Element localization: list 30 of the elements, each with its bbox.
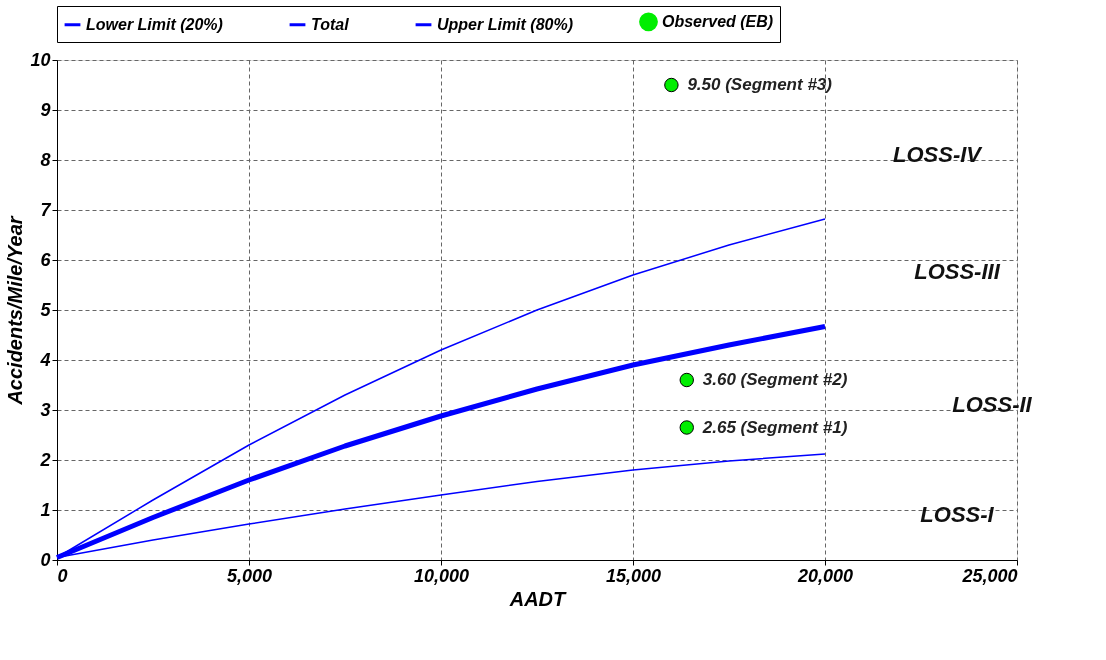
data-label: 9.50 (Segment #3) xyxy=(687,75,833,94)
y-tick-label: 9 xyxy=(40,99,51,120)
y-tick-label: 7 xyxy=(40,199,52,220)
legend-label: Upper Limit (80%) xyxy=(437,15,574,33)
y-tick-label: 0 xyxy=(40,549,51,570)
y-tick-label: 1 xyxy=(40,499,51,520)
x-tick-label: 15,000 xyxy=(605,565,662,586)
data-label: 3.60 (Segment #2) xyxy=(702,370,848,389)
x-axis-title: AADT xyxy=(508,587,568,610)
x-tick-label: 20,000 xyxy=(796,565,854,586)
y-tick-label: 2 xyxy=(39,449,51,470)
annotation: LOSS-II xyxy=(952,392,1033,417)
y-tick-label: 5 xyxy=(40,299,52,320)
legend-label: Lower Limit (20%) xyxy=(86,15,223,33)
y-tick-label: 3 xyxy=(40,399,51,420)
y-tick-label: 8 xyxy=(40,149,51,170)
data-label: 2.65 (Segment #1) xyxy=(701,417,848,437)
annotation: LOSS-IV xyxy=(892,142,984,167)
x-tick-label: 5,000 xyxy=(226,565,273,586)
legend-label: Observed (EB) xyxy=(662,12,774,30)
annotation: LOSS-I xyxy=(920,502,995,527)
y-axis-title: Accidents/Mile/Year xyxy=(4,215,27,406)
y-tick-label: 4 xyxy=(39,349,51,370)
x-tick-label: 0 xyxy=(57,565,68,586)
legend-label: Total xyxy=(311,15,350,33)
x-tick-label: 10,000 xyxy=(413,565,470,586)
annotation: LOSS-III xyxy=(914,259,1001,284)
x-tick-label: 25,000 xyxy=(961,565,1018,586)
y-tick-label: 6 xyxy=(40,249,52,270)
y-tick-label: 10 xyxy=(30,49,51,70)
